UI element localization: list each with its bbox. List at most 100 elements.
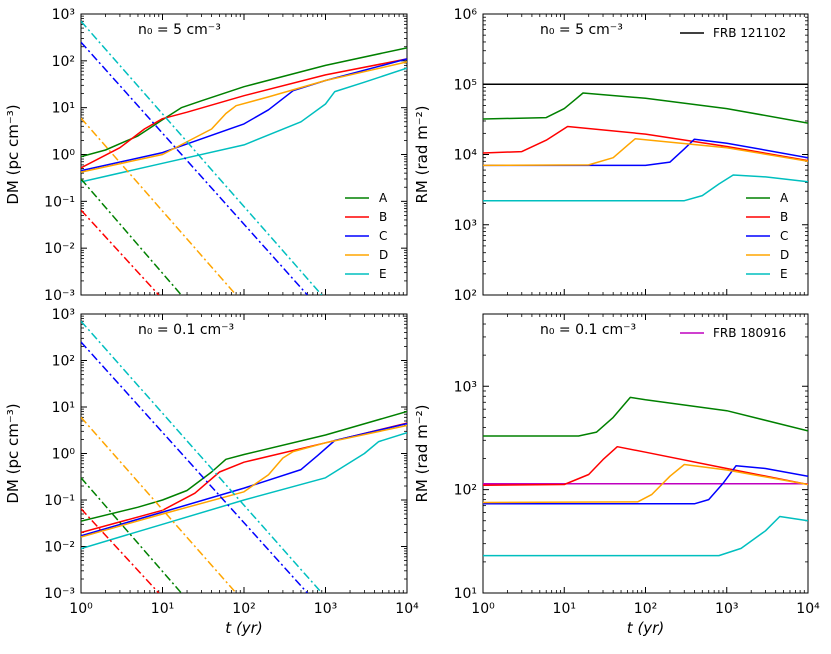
series-d-dashdot: [81, 416, 237, 593]
legend-label-a: A: [379, 191, 388, 205]
y-tick-label: 10²: [454, 483, 477, 499]
plot-area: [482, 13, 809, 296]
series-b-line: [483, 445, 808, 487]
series-e-line: [81, 67, 407, 183]
series-d-line: [483, 137, 808, 167]
series-c-line: [483, 465, 808, 505]
axis-ticks: [80, 313, 408, 594]
axis-ticks: [80, 13, 408, 296]
y-tick-label: 10⁻²: [44, 540, 75, 556]
series-b-dashdot: [81, 209, 160, 295]
series-e-dashdot: [81, 320, 323, 593]
x-tick-label: 10¹: [553, 601, 576, 617]
x-tick-label: 10³: [314, 601, 337, 617]
panel-annotation: n₀ = 5 cm⁻³: [540, 22, 623, 38]
y-tick-label: 10¹: [454, 586, 477, 602]
legend-label-c: C: [780, 229, 788, 243]
y-tick-label: 10¹: [52, 101, 75, 117]
y-tick-label: 10²: [52, 354, 75, 370]
x-tick-label: 10⁰: [471, 601, 495, 617]
y-tick-label: 10³: [454, 218, 477, 234]
x-tick-label: 10⁴: [796, 601, 820, 617]
panel-annotation: n₀ = 5 cm⁻³: [138, 22, 221, 38]
plot-lines: [81, 20, 407, 295]
y-tick-label: 10³: [52, 7, 75, 23]
panel-annotation: n₀ = 0.1 cm⁻³: [138, 322, 234, 338]
y-tick-label: 10⁻¹: [44, 493, 75, 509]
y-axis-title: RM (rad m⁻²): [413, 105, 431, 203]
x-axis-title: t (yr): [627, 619, 664, 637]
x-tick-label: 10¹: [151, 601, 174, 617]
legend-label-e: E: [379, 267, 387, 281]
series-a-line: [81, 47, 407, 158]
series-e-line: [483, 174, 808, 202]
y-tick-label: 10⁰: [52, 447, 76, 463]
series-d-line: [483, 463, 808, 504]
series-d-line: [81, 61, 407, 173]
y-tick-label: 10⁰: [52, 148, 76, 164]
y-tick-label: 10¹: [52, 400, 75, 416]
reference-legend-label: FRB 121102: [713, 26, 786, 40]
reference-legend: FRB 180916: [680, 326, 786, 340]
series-b-dashdot: [81, 508, 160, 593]
plot-lines: [483, 396, 808, 557]
series-a-line: [483, 396, 808, 437]
panel-rm_n5: 10² 10³ 10⁴ 10⁵ 10⁶ RM (rad m⁻²) n₀ = 5 cm⁻³ AB…: [413, 7, 809, 304]
y-tick-label: 10²: [52, 54, 75, 70]
legend-label-d: D: [379, 248, 388, 262]
y-tick-label: 10³: [454, 379, 477, 395]
panel-dm_n01: 10⁰ 10¹ 10² 10³ 10⁴ 10⁻³ 10⁻² 10⁻¹ 10⁰ 10¹ 10² 10³ D…: [4, 307, 419, 637]
y-axis-title: DM (pc cm⁻³): [4, 104, 22, 204]
y-axis-title: RM (rad m⁻²): [413, 404, 431, 502]
panel-annotation: n₀ = 0.1 cm⁻³: [540, 322, 636, 338]
y-tick-label: 10⁶: [454, 7, 478, 23]
reference-legend: FRB 121102: [680, 26, 786, 40]
series-c-line: [483, 138, 808, 167]
y-tick-label: 10⁴: [454, 148, 478, 164]
x-axis-title: t (yr): [225, 619, 262, 637]
y-axis-title: DM (pc cm⁻³): [4, 403, 22, 503]
series-b-line: [483, 125, 808, 162]
y-tick-label: 10³: [52, 307, 75, 323]
series-a-line: [483, 92, 808, 124]
legend-label-d: D: [780, 248, 789, 262]
series-d-dashdot: [81, 117, 237, 295]
reference-legend-label: FRB 180916: [713, 326, 786, 340]
y-tick-label: 10⁻³: [44, 586, 75, 602]
plot-lines: [483, 83, 808, 202]
plot-lines: [81, 320, 407, 593]
series-e-dashdot: [81, 20, 323, 295]
legend-label-e: E: [780, 267, 788, 281]
series-a-dashdot: [81, 178, 182, 295]
series-b-line: [81, 58, 407, 169]
axis-ticks: [482, 13, 809, 296]
x-tick-label: 10⁴: [395, 601, 419, 617]
plot-area: [80, 313, 408, 594]
legend-label-b: B: [780, 210, 788, 224]
y-tick-label: 10⁻³: [44, 288, 75, 304]
x-tick-label: 10²: [232, 601, 255, 617]
legend-label-c: C: [379, 229, 387, 243]
series-a-line: [81, 410, 407, 522]
x-tick-label: 10³: [715, 601, 738, 617]
series-e-line: [81, 431, 407, 550]
legend-label-a: A: [780, 191, 789, 205]
plot-area: [80, 13, 408, 296]
y-tick-label: 10⁻¹: [44, 194, 75, 210]
panel-dm_n5: 10⁻³ 10⁻² 10⁻¹ 10⁰ 10¹ 10² 10³ DM (pc cm⁻³) n₀ =…: [4, 7, 408, 304]
y-tick-label: 10⁵: [454, 77, 477, 93]
y-tick-label: 10⁻²: [44, 241, 75, 257]
x-tick-label: 10⁰: [69, 601, 93, 617]
x-tick-label: 10²: [634, 601, 657, 617]
series-a-dashdot: [81, 477, 182, 593]
series-e-line: [483, 515, 808, 557]
y-tick-label: 10²: [454, 288, 477, 304]
legend-label-b: B: [379, 210, 387, 224]
series-d-line: [81, 424, 407, 538]
axis-ticks: [482, 314, 809, 594]
plot-area: [482, 313, 809, 594]
